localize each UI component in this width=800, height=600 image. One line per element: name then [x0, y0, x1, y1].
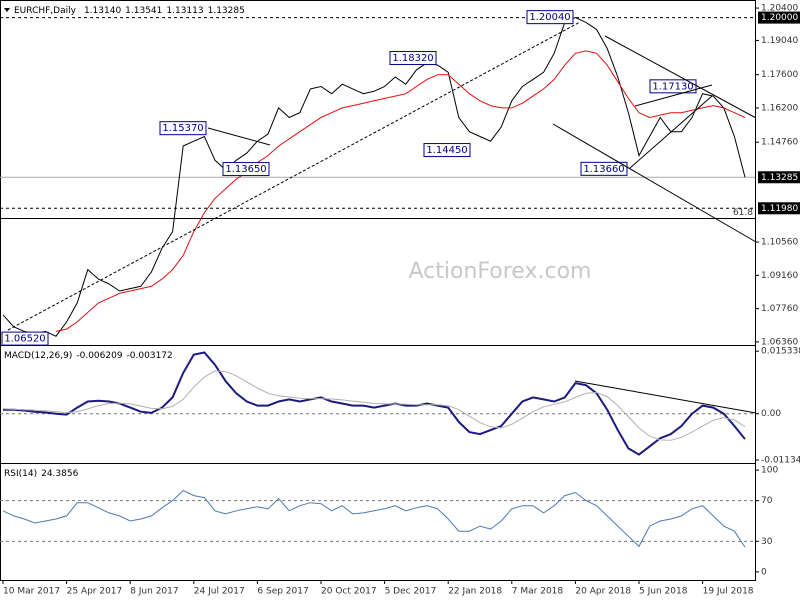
x-tick-label: 20 Apr 2018	[575, 587, 631, 597]
price-callout	[423, 143, 471, 158]
panel-title: MACD(12,26,9)	[4, 351, 72, 361]
panel-header: RSI(14) 24.3856	[4, 469, 79, 479]
last-price-label: 1.13285	[761, 173, 798, 183]
y-tick-label: -0.011344	[761, 456, 800, 466]
header-value: 1.13541	[125, 6, 162, 16]
price-callout-label: 1.18320	[392, 53, 433, 64]
trend-line	[207, 127, 271, 146]
y-tick-label: 1.17600	[761, 70, 798, 80]
y-tick-label: 1.06360	[761, 337, 798, 347]
price-callout	[222, 162, 270, 177]
x-tick-label: 20 Oct 2017	[321, 587, 377, 597]
y-tick-label: 1.07760	[761, 304, 798, 314]
x-tick-label: 5 Jun 2018	[639, 587, 688, 597]
series-line	[3, 351, 746, 456]
header-value: -0.006209	[76, 351, 122, 361]
header-value: 1.13140	[84, 6, 121, 16]
y-tick-label: 0.00	[761, 409, 781, 419]
y-tick-label: 1.16200	[761, 103, 798, 113]
level-label: 1.20000	[761, 13, 798, 23]
price-callout-label: 1.14450	[426, 145, 467, 156]
x-tick-label: 7 Mar 2018	[512, 587, 564, 597]
trend-line	[629, 95, 713, 169]
price-callout-label: 1.15370	[162, 123, 203, 134]
watermark: ActionForex.com	[409, 259, 592, 284]
header-value: -0.003172	[127, 351, 173, 361]
trend-lines	[7, 21, 757, 414]
y-tick-label: 100	[761, 466, 778, 476]
x-tick-label: 6 Sep 2017	[257, 587, 308, 597]
price-callout-label: 1.13660	[583, 164, 624, 175]
x-tick-label: 22 Jan 2018	[448, 587, 502, 597]
x-tick-label: 5 Dec 2017	[385, 587, 437, 597]
panel-header: MACD(12,26,9) -0.006209 -0.003172	[4, 351, 173, 361]
price-callout-label: 1.20040	[529, 12, 570, 23]
menu-triangle	[4, 8, 10, 12]
x-tick-label: 8 Jun 2017	[130, 587, 178, 597]
y-tick-label: 0.015338	[761, 347, 800, 357]
y-tick-label: 1.10560	[761, 238, 798, 248]
panel-title: EURCHF,Daily	[14, 6, 77, 16]
header-value: 1.13285	[208, 6, 245, 16]
y-tick-label: 1.14760	[761, 138, 798, 148]
series-line	[2, 370, 746, 441]
trend-line	[634, 84, 713, 107]
trend-line	[7, 21, 581, 331]
x-tick-label: 19 Jul 2018	[703, 587, 754, 597]
series-line	[55, 50, 746, 332]
price-callout	[1, 331, 49, 346]
y-tick-label: 1.20400	[761, 4, 798, 14]
price-callout	[389, 51, 437, 66]
y-tick-label: 70	[761, 496, 773, 506]
header-value: 24.3856	[41, 469, 78, 479]
trend-line	[574, 380, 757, 414]
trend-line	[604, 35, 757, 119]
price-callout	[580, 161, 628, 176]
y-tick-label: 30	[761, 537, 773, 547]
price-callout	[649, 79, 697, 94]
y-tick-label: 1.19040	[761, 36, 798, 46]
price-callout-label: 1.17130	[652, 81, 693, 92]
trend-line	[552, 123, 757, 243]
price-callout	[159, 121, 207, 136]
fib-label: 61.8	[733, 208, 753, 218]
price-callout-label: 1.13650	[225, 164, 266, 175]
x-tick-label: 10 Mar 2017	[3, 587, 60, 597]
level-badge	[758, 202, 800, 215]
series-line	[2, 489, 746, 548]
x-tick-label: 25 Apr 2017	[67, 587, 123, 597]
series-line	[2, 17, 746, 337]
last-price-badge	[758, 171, 800, 184]
price-callout-label: 1.06520	[4, 334, 45, 345]
plot-frame	[0, 0, 756, 581]
level-badge	[758, 11, 800, 24]
price-callout	[526, 10, 574, 25]
panel-header: EURCHF,Daily 1.13140 1.13541 1.13113 1.13285	[14, 6, 245, 16]
panel-title: RSI(14)	[4, 469, 37, 479]
y-tick-label: 1.09160	[761, 271, 798, 281]
header-value: 1.13113	[166, 6, 203, 16]
level-label: 1.11980	[761, 204, 798, 214]
y-tick-label: 0	[761, 567, 767, 577]
x-tick-label: 24 Jul 2017	[194, 587, 245, 597]
